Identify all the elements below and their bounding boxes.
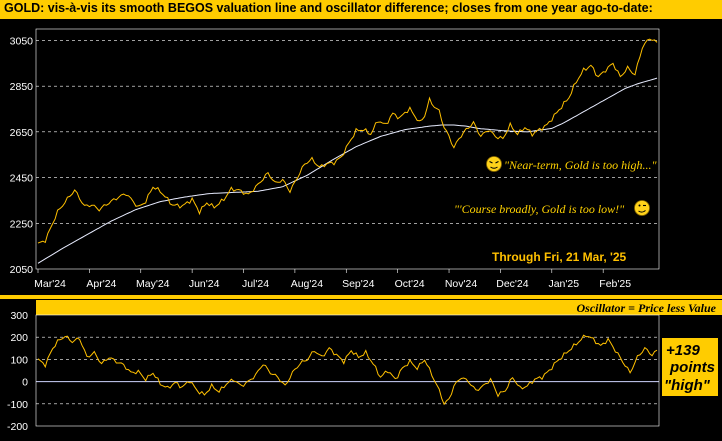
top-y-tick-label: 2650 (10, 127, 34, 139)
top-y-tick-label: 2450 (10, 173, 34, 185)
top-chart-panel (0, 19, 722, 295)
top-x-tick-label: Apr'24 (86, 278, 116, 290)
bottom-y-tick-label: 0 (22, 377, 28, 389)
bottom-y-tick-label: -200 (7, 421, 28, 433)
bottom-y-tick-label: -100 (7, 399, 28, 411)
top-x-tick-label: Jun'24 (189, 278, 220, 290)
bottom-annotation-points-value: +139 (666, 342, 700, 359)
broadly-quote: "'Course broadly, Gold is too low!" (454, 202, 625, 216)
begos-valuation-line (37, 77, 658, 264)
bottom-y-tick-label: 200 (10, 332, 28, 344)
top-x-tick-label: Oct'24 (395, 278, 425, 290)
near-term-quote: "Near-term, Gold is too high..." (504, 158, 657, 172)
bottom-annotation-box (662, 338, 718, 396)
oscillator-line (37, 334, 658, 406)
top-x-tick-label: May'24 (136, 278, 170, 290)
top-annotation-points-value: +139 (668, 40, 702, 57)
top-annotation-points-word: points (672, 60, 718, 77)
top-x-tick-label: Feb'25 (599, 278, 631, 290)
top-plot-frame (35, 28, 660, 270)
top-y-axis: 2050 2250 2450 2650 2850 3050 (10, 35, 34, 276)
winking-smiley-icon (634, 200, 650, 216)
top-y-tick-label: 2050 (10, 264, 34, 276)
top-x-tick-label: Jul'24 (242, 278, 269, 290)
bottom-gridlines (36, 336, 659, 405)
top-gridlines (36, 40, 659, 224)
bottom-y-tick-label: 100 (10, 354, 28, 366)
bottom-annotation-high: "high" (664, 377, 711, 394)
bottom-plot-frame (35, 314, 660, 427)
top-x-tick-label: Aug'24 (291, 278, 324, 290)
oscillator-title: Oscillator = Price less Value (577, 301, 717, 315)
bottom-chart-panel (0, 299, 722, 441)
squinting-smiley-icon (486, 156, 502, 172)
top-y-tick-label: 2850 (10, 81, 34, 93)
chart-title: GOLD: vis-à-vis its smooth BEGOS valuati… (4, 1, 653, 15)
top-x-tick-label: Nov'24 (445, 278, 478, 290)
top-annotation-high: "high" (668, 80, 715, 97)
top-x-axis: Mar'24 Apr'24 May'24 Jun'24 Jul'24 Aug'24 Sep'… (34, 269, 631, 290)
bottom-y-axis: -200 -100 0 100 200 300 (7, 310, 28, 433)
bottom-annotation-points-word: points (669, 359, 715, 376)
gold-price-line (37, 38, 658, 244)
top-y-tick-label: 2250 (10, 218, 34, 230)
top-y-tick-label: 3050 (10, 35, 34, 47)
top-x-tick-label: Sep'24 (342, 278, 375, 290)
top-x-tick-label: Dec'24 (496, 278, 529, 290)
top-x-tick-label: Jan'25 (548, 278, 579, 290)
oscillator-title-strip (36, 300, 722, 315)
bottom-y-tick-label: 300 (10, 310, 28, 322)
through-date-label: Through Fri, 21 Mar, '25 (492, 250, 627, 264)
top-x-tick-label: Mar'24 (34, 278, 66, 290)
